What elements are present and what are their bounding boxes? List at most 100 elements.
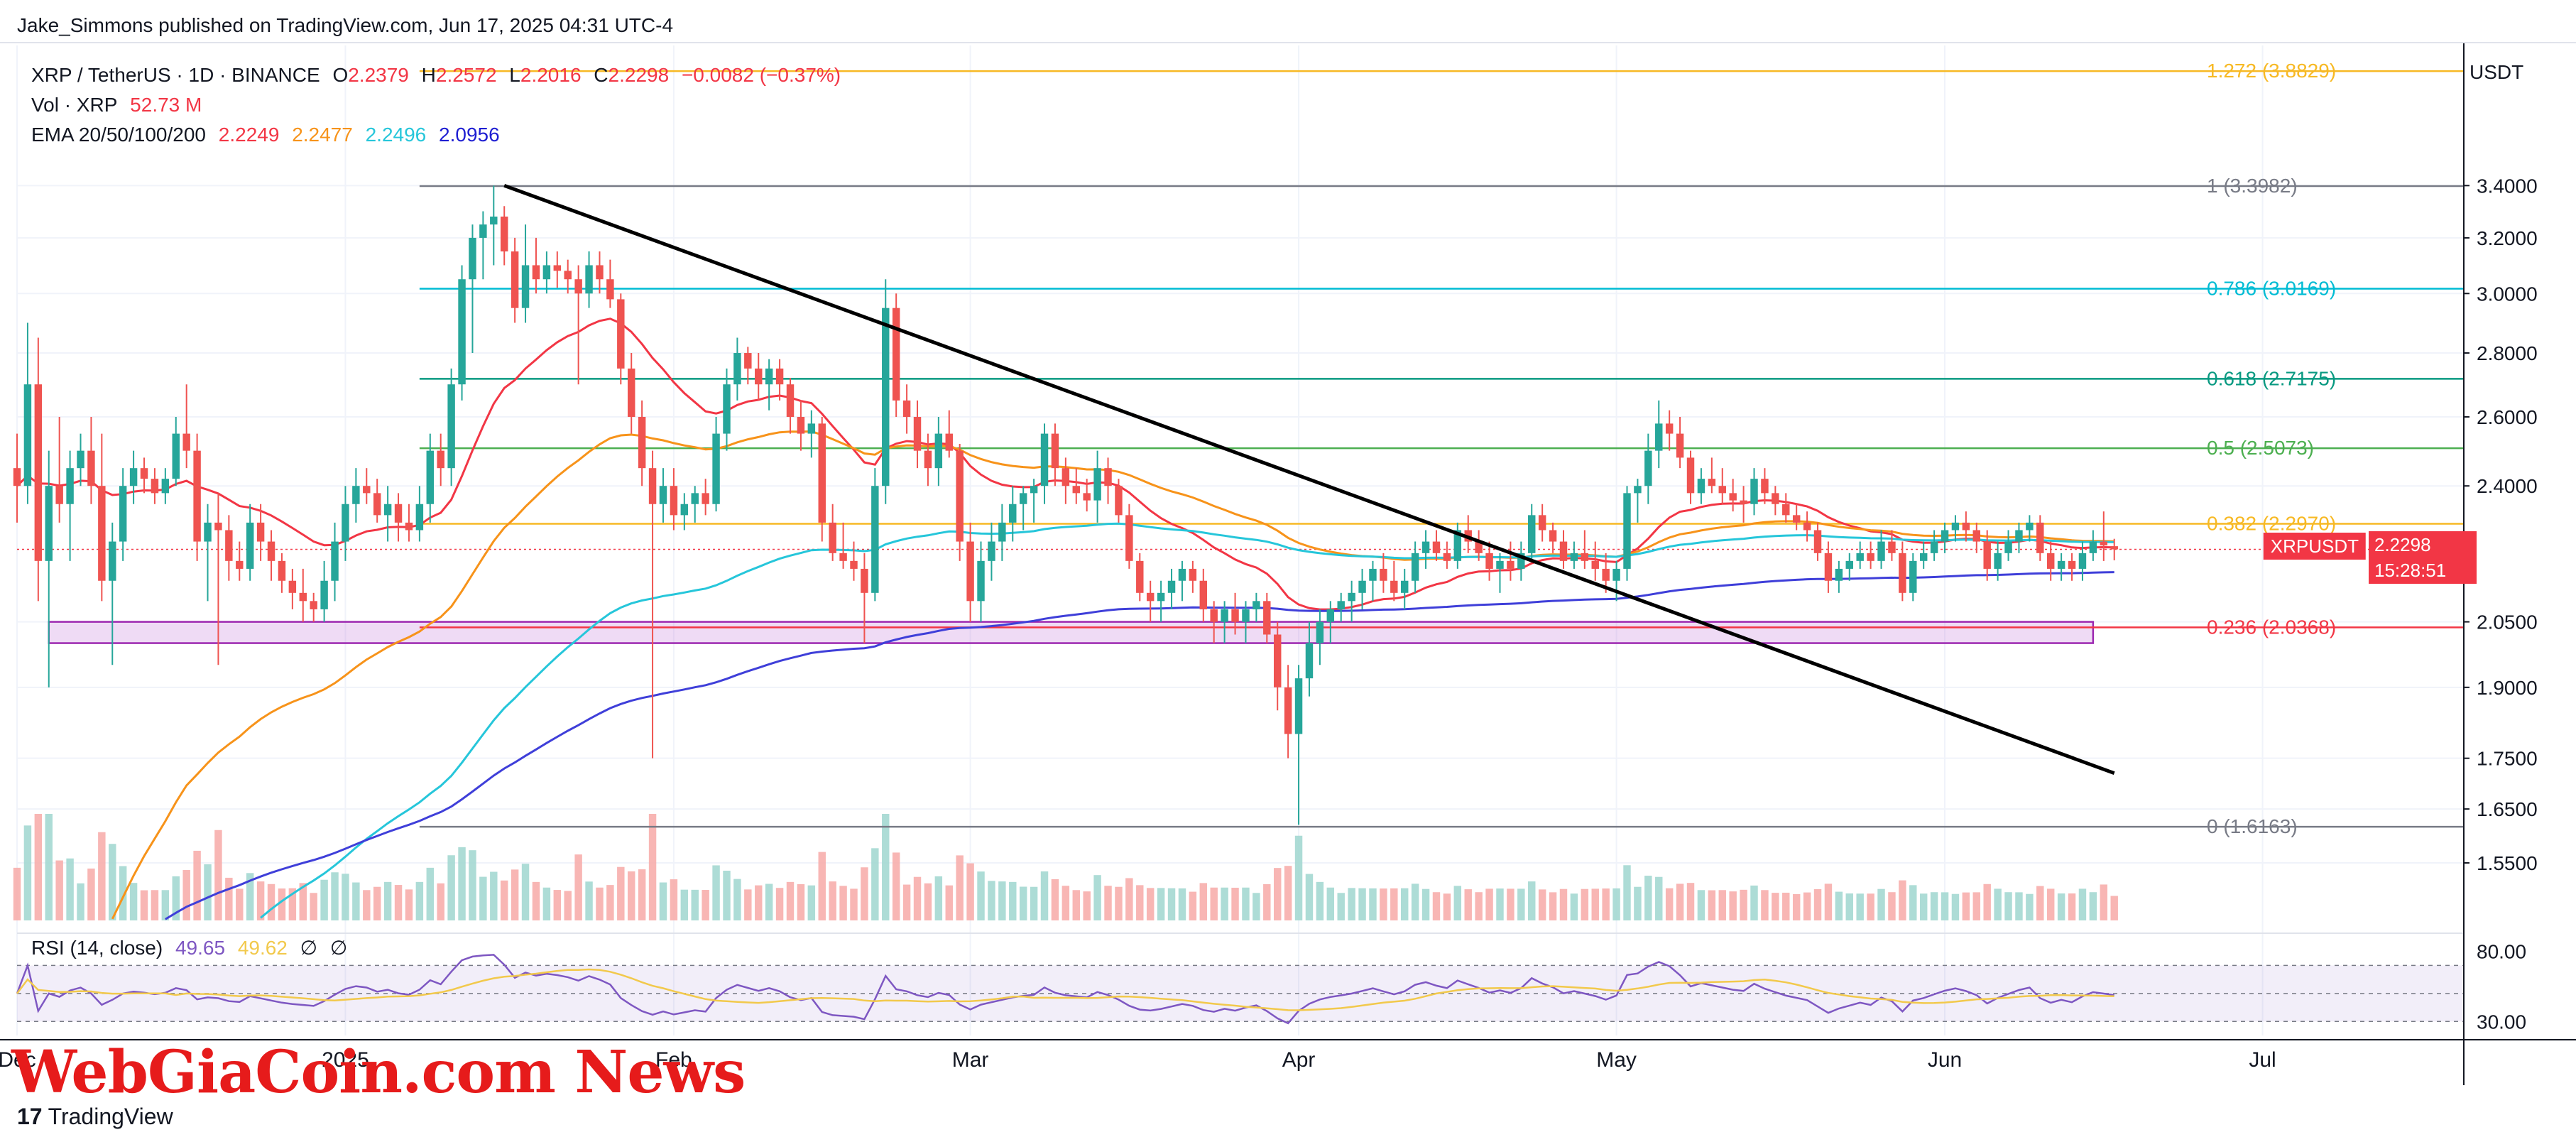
candle-body — [628, 368, 635, 418]
volume-bar — [415, 881, 424, 920]
rsi-legend[interactable]: RSI (14, close) 49.65 49.62 ∅ ∅ — [31, 936, 347, 959]
volume-bar — [1443, 893, 1451, 920]
volume-bar — [2015, 892, 2023, 920]
candle-body — [1019, 493, 1027, 504]
volume-bar — [1294, 835, 1303, 920]
volume-bar — [1051, 879, 1059, 920]
volume-bar — [236, 888, 244, 920]
candle-body — [1676, 433, 1684, 458]
rsi-pane — [16, 932, 2464, 1025]
candle-body — [236, 560, 244, 569]
candle-body — [87, 450, 95, 486]
candle-body — [1369, 568, 1377, 581]
candle-body — [882, 308, 890, 486]
volume-bar — [246, 873, 254, 920]
candle-body — [1570, 553, 1578, 561]
support-zone-rect[interactable] — [48, 621, 2095, 644]
volume-bar — [1919, 893, 1928, 920]
ema-label[interactable]: EMA 20/50/100/200 — [31, 124, 206, 146]
candle-body — [596, 265, 604, 280]
candle-body — [1157, 592, 1165, 602]
volume-bar — [2026, 893, 2034, 920]
bar-countdown: 15:28:51 — [2369, 557, 2477, 584]
candle-body — [66, 468, 74, 504]
volume-bar — [1708, 890, 1716, 920]
candle-body — [267, 541, 275, 561]
rsi-tick-label: 30.00 — [2477, 1011, 2526, 1033]
volume-bar — [161, 890, 170, 920]
volume-bar — [807, 885, 816, 920]
candle-body — [278, 560, 286, 581]
candle-body — [1221, 609, 1228, 622]
candle-body — [1326, 609, 1335, 622]
volume-bar — [1380, 888, 1387, 920]
volume-bar — [1167, 888, 1176, 920]
candle-body — [1337, 601, 1345, 609]
volume-bar — [702, 890, 709, 920]
symbol-title[interactable]: XRP / TetherUS · 1D · BINANCE — [31, 64, 320, 86]
volume-bar — [1061, 886, 1070, 920]
candle-body — [256, 522, 265, 542]
candle-body — [1644, 450, 1652, 486]
volume-label[interactable]: Vol · XRP — [31, 94, 118, 116]
ema20-value: 2.2249 — [218, 124, 280, 146]
support-zone[interactable] — [48, 621, 2095, 644]
volume-bar — [1421, 888, 1430, 920]
currency-button[interactable]: USDT — [2469, 61, 2524, 83]
volume-bar — [1581, 888, 1589, 920]
volume-bar — [1792, 893, 1801, 920]
volume-bar — [1040, 871, 1049, 920]
volume-bar — [1485, 888, 1493, 920]
candle-body — [723, 384, 731, 434]
tradingview-logo-icon: 17 — [17, 1104, 43, 1129]
rsi-na-1: ∅ — [300, 937, 318, 959]
volume-bar — [1252, 893, 1260, 920]
volume-bar — [363, 890, 371, 920]
volume-bar — [733, 879, 741, 920]
volume-bar — [723, 871, 731, 920]
volume-bar — [1962, 892, 1970, 920]
volume-bar — [839, 886, 847, 920]
volume-bar — [109, 844, 116, 920]
candle-body — [807, 423, 816, 434]
descending-trendline[interactable] — [503, 183, 2115, 776]
candle-body — [342, 504, 349, 542]
trendline[interactable] — [503, 183, 2115, 776]
volume-bar — [1665, 888, 1674, 920]
volume-bar — [352, 882, 360, 920]
candle-body — [129, 468, 138, 486]
candle-body — [1380, 568, 1387, 581]
volume-bar — [447, 855, 455, 920]
candle-body — [1061, 468, 1070, 486]
volume-bar — [1125, 878, 1133, 920]
volume-bar — [511, 869, 519, 920]
volume-bar — [172, 876, 180, 920]
volume-bar — [394, 885, 403, 920]
volume-bar — [2068, 893, 2076, 920]
rsi-label[interactable]: RSI (14, close) — [31, 937, 163, 959]
candle-body — [1718, 486, 1726, 494]
candle-body — [1877, 541, 1885, 561]
volume-legend[interactable]: Vol · XRP 52.73 M — [31, 92, 209, 118]
candle-body — [1517, 553, 1525, 569]
time-axis[interactable]: Dec 2025 Feb Mar Apr May Jun Jul — [0, 1039, 2576, 1072]
candle-body — [1453, 530, 1462, 561]
candle-body — [109, 541, 116, 581]
candle-body — [670, 486, 678, 516]
candle-body — [1888, 541, 1896, 553]
volume-bar — [521, 864, 530, 920]
price-tick-label: 3.0000 — [2477, 283, 2538, 305]
volume-bar — [956, 855, 964, 920]
candle-body — [1919, 553, 1928, 561]
candle-body — [1538, 515, 1546, 531]
price-tick-label: 1.5500 — [2477, 852, 2538, 874]
volume-bar — [596, 887, 604, 920]
volume-bar — [945, 885, 953, 920]
tradingview-logo[interactable]: 17 TradingView — [17, 1104, 173, 1130]
ema-legend[interactable]: EMA 20/50/100/200 2.2249 2.2477 2.2496 2… — [31, 122, 507, 148]
ema100-value: 2.2496 — [365, 124, 427, 146]
symbol-legend[interactable]: XRP / TetherUS · 1D · BINANCE O2.2379 H2… — [31, 62, 848, 88]
volume-bar — [1305, 874, 1314, 920]
candle-body — [1401, 580, 1409, 593]
